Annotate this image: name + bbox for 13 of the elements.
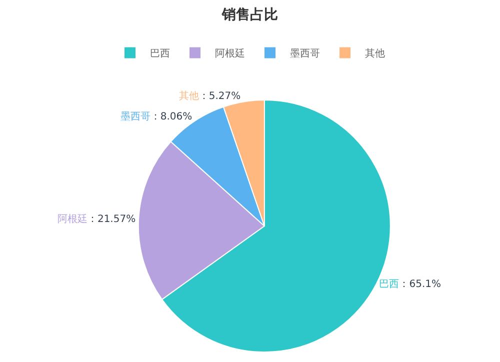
slice-label: 巴西 <box>379 279 400 290</box>
data-label: ：5.27% <box>198 90 241 102</box>
data-label: ：21.57% <box>87 214 136 225</box>
data-label: ：8.06% <box>150 112 192 123</box>
legend-label: 其他 <box>365 48 385 60</box>
legend-label: 巴西 <box>150 48 170 60</box>
slice-label: 墨西哥 <box>120 112 150 123</box>
legend-label: 墨西哥 <box>290 48 320 60</box>
slice-label: 阿根廷 <box>57 212 88 225</box>
data-label: ：65.1% <box>399 279 442 290</box>
chart-title: 销售占比 <box>221 6 278 23</box>
slice-label: 其他 <box>178 90 199 102</box>
legend-label: 阿根廷 <box>215 48 245 60</box>
